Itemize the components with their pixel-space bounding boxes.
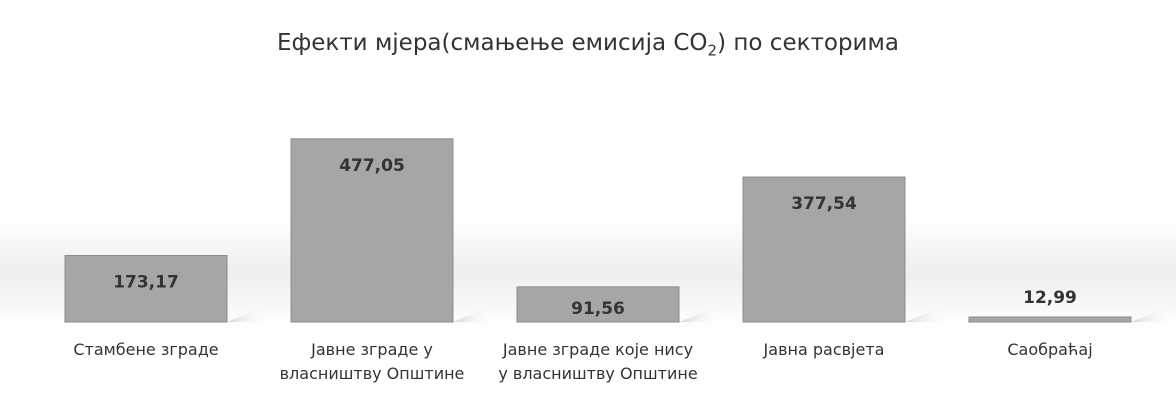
chart-title-subscript: 2: [707, 41, 718, 60]
bars-group: 173,17 477,05 91,56 377,54 12,99: [64, 138, 1171, 323]
bar-shadow: [227, 306, 267, 322]
data-label: 377,54: [791, 194, 857, 214]
bar-shadow: [905, 306, 945, 322]
bar-shadow: [679, 306, 719, 322]
category-label: Стамбене зграде: [73, 340, 219, 359]
category-label: Саобраћај: [1007, 340, 1093, 359]
category-label: Јавне зграде које нису у власништву Општ…: [498, 340, 698, 383]
bar: [742, 176, 906, 323]
data-label: 12,99: [1023, 288, 1077, 308]
chart-title: Ефекти мјера(смањење емисија CO2) по сек…: [0, 30, 1176, 60]
category-label: Јавна расвјета: [763, 340, 885, 359]
chart-title-suffix: ) по секторима: [717, 30, 899, 56]
bar: [516, 286, 680, 323]
data-label: 91,56: [571, 299, 625, 319]
data-label: 173,17: [113, 273, 179, 293]
bar: [64, 255, 228, 323]
bar-shadow: [453, 306, 493, 322]
bar: [290, 138, 454, 323]
chart-title-prefix: Ефекти мјера(смањење емисија CO: [277, 30, 708, 56]
bar-shadow: [1131, 306, 1171, 322]
category-label: Јавне зграде у власништву Општине: [279, 340, 465, 383]
data-label: 477,05: [339, 156, 405, 176]
bar: [968, 316, 1132, 323]
